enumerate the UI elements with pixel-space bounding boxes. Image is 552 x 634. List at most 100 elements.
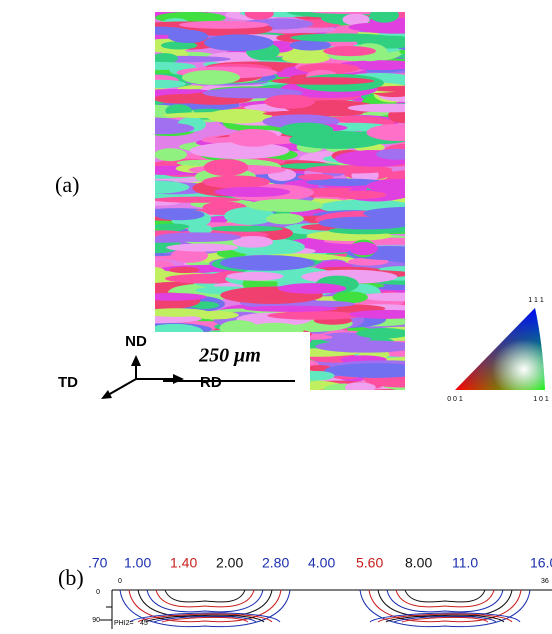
grain (245, 7, 274, 19)
nd-label: ND (125, 333, 147, 350)
grain (262, 387, 292, 398)
level-label: 2.00 (216, 555, 243, 571)
grain (168, 30, 208, 43)
grain (229, 129, 279, 147)
grain (370, 86, 439, 92)
grain (323, 46, 376, 56)
grain (349, 310, 426, 319)
grain (202, 176, 270, 189)
grain (182, 70, 240, 85)
td-label: TD (58, 374, 78, 391)
grain (367, 124, 432, 141)
grain (154, 209, 204, 220)
grain (367, 179, 438, 193)
grain (376, 149, 418, 160)
axis-label: 0 (96, 589, 100, 596)
level-label: 8.00 (405, 555, 432, 571)
ipf-triangle (455, 305, 547, 391)
grain (315, 340, 416, 352)
contour (405, 590, 485, 602)
level-label: 1.40 (170, 555, 197, 571)
grain (241, 383, 297, 394)
grain (152, 197, 241, 203)
grain (181, 383, 285, 397)
level-label: 11.0 (452, 555, 478, 571)
level-label: 4.00 (308, 555, 335, 571)
phi2-label: PHI2= (114, 620, 134, 627)
grain (154, 148, 187, 161)
grain (266, 213, 304, 224)
axes-arrows (101, 355, 184, 399)
grain (133, 386, 173, 400)
grain (363, 207, 466, 220)
grain (361, 293, 432, 301)
rd-label: RD (200, 374, 222, 391)
ipf-label: 1 0 1 (533, 396, 549, 403)
contour (396, 590, 494, 607)
level-label: 5.60 (356, 555, 383, 571)
contour (156, 590, 254, 607)
grain (225, 371, 314, 378)
grain (153, 224, 190, 230)
level-label: 1.00 (124, 555, 151, 571)
grain (370, 8, 399, 23)
grain (226, 272, 283, 281)
grain (291, 33, 393, 41)
level-label: 16.0 (530, 555, 552, 571)
grain (136, 293, 206, 301)
grain (216, 385, 285, 397)
grain (184, 331, 262, 339)
grain (220, 255, 315, 271)
axis-label: 0 (118, 578, 122, 585)
grain (143, 308, 209, 317)
grain (166, 244, 238, 252)
grain (348, 104, 436, 113)
panel-label: (b) (58, 565, 84, 590)
axis-label: 36 (541, 578, 549, 585)
odf-contours (120, 590, 530, 627)
grain (125, 181, 190, 194)
grain (298, 174, 334, 180)
grain (126, 122, 195, 134)
grain (163, 112, 258, 118)
figure: (a) 250 μm ND TD RD 1 1 1 0 0 1 1 0 1 (b… (0, 0, 552, 629)
axis-label: 90 (92, 617, 100, 624)
grain (325, 363, 427, 378)
grain (275, 347, 309, 356)
grain (223, 332, 271, 343)
grain (129, 56, 230, 62)
grain (169, 267, 200, 273)
level-label: 2.80 (262, 555, 289, 571)
grain (250, 334, 333, 341)
grain (272, 77, 374, 85)
grain (255, 344, 298, 350)
grain (214, 187, 290, 197)
grain (120, 62, 194, 70)
grain (204, 159, 249, 176)
scale-bar-label: 250 μm (198, 345, 261, 367)
grain (355, 22, 438, 34)
grain (211, 226, 283, 232)
grain (244, 306, 338, 312)
grain (282, 53, 330, 63)
grain (300, 371, 335, 381)
ebsd-map (103, 2, 467, 400)
grain (278, 283, 346, 294)
grain (248, 199, 323, 212)
phi2-value: 45 (140, 620, 148, 627)
panel-label: (a) (55, 172, 79, 197)
grain (356, 328, 410, 339)
contour (165, 590, 245, 602)
level-label: .70 (88, 555, 108, 571)
grain (145, 324, 203, 341)
grain (155, 232, 241, 242)
ipf-label: 0 0 1 (447, 396, 463, 403)
grain (137, 80, 186, 88)
grain (332, 191, 387, 199)
grain (264, 95, 314, 109)
grain (179, 21, 269, 29)
ipf-label: 1 1 1 (528, 297, 544, 304)
grain (140, 267, 166, 278)
grain (246, 323, 304, 339)
grain (349, 242, 378, 255)
